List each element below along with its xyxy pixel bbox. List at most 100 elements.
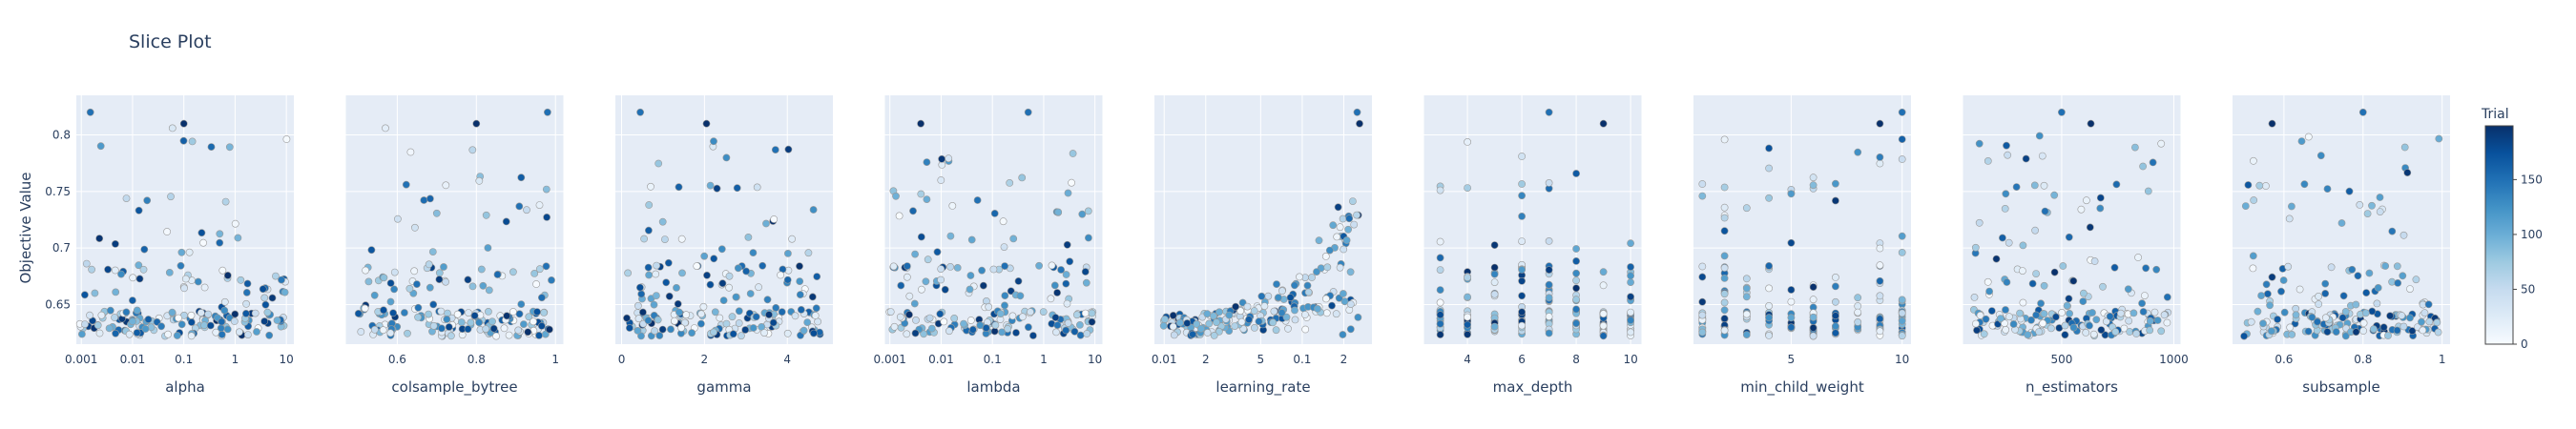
trial-point [437,324,446,333]
trial-point [241,309,250,317]
trial-point [918,285,925,294]
trial-point [2039,319,2047,328]
trial-point [1048,261,1056,270]
trial-point [813,273,821,280]
trial-point [973,196,982,204]
trial-point [530,269,539,277]
trial-point [1996,315,2005,322]
trial-point [140,245,149,254]
trial-point [693,262,701,270]
trial-point [2099,282,2107,291]
panel-min-child-weight: 5 10 min_child_weight [1693,95,1911,397]
trial-point [1854,317,1862,326]
trial-point [1027,308,1034,317]
trial-point [2365,269,2374,277]
x-axis-label: n_estimators [2025,378,2118,397]
trial-point [2097,326,2106,334]
trial-point [1066,257,1074,266]
trial-point [2149,158,2157,167]
trial-point [515,310,524,318]
trial-point [755,283,762,292]
trial-point [218,317,226,326]
trial-point [402,180,410,189]
trial-point [443,315,451,323]
trial-point [2079,289,2088,297]
trial-point [1064,318,1072,327]
trial-point [647,182,654,191]
trial-point [1215,308,1223,317]
trial-point [1085,234,1092,242]
x-tick-label: 0.6 [388,353,406,366]
trial-point [1809,332,1818,340]
trial-point [637,332,645,340]
trial-point [282,135,291,143]
trial-point [697,319,705,328]
trial-point [1078,210,1087,218]
trial-point [2263,290,2272,298]
trial-point [2001,204,2009,213]
x-tick-label: 1 [1040,353,1048,366]
trial-point [1787,297,1796,306]
trial-point [1765,314,1773,322]
trial-point [2027,316,2035,324]
trial-point [1720,227,1729,235]
trial-point [223,271,232,279]
trial-point [1039,308,1048,316]
trial-point [122,194,131,202]
trial-point [1720,214,1729,222]
trial-point [2418,317,2425,326]
trial-point [636,283,644,292]
trial-point [1436,319,1444,328]
trial-point [903,330,911,338]
trial-point [2268,119,2276,128]
trial-point [1518,276,1526,285]
trial-point [197,229,206,237]
trial-point [1349,197,1357,205]
trial-point [2352,300,2360,309]
trial-point [1742,284,1751,293]
trial-point [530,317,537,326]
trial-point [1001,262,1008,270]
trial-point [1269,318,1278,327]
trial-point [260,294,269,302]
trial-point [412,280,421,288]
trial-point [2280,308,2289,317]
trial-point [2065,233,2073,241]
trial-point [505,331,513,339]
trial-point [1062,271,1070,278]
trial-point [711,308,719,317]
trial-point [1255,317,1263,326]
trial-point [165,268,174,276]
trial-point [1315,236,1323,245]
trial-point [231,219,239,228]
trial-point [1333,233,1341,241]
trial-point [925,314,934,322]
trial-point [2358,108,2367,116]
trial-point [420,196,428,204]
trial-point [177,320,186,329]
y-axis-label: Objective Value [17,172,34,283]
trial-point [1050,281,1059,290]
colorbar-title: Trial [2481,107,2509,122]
trial-point [362,266,369,275]
trial-point [645,271,653,279]
trial-point [1001,292,1009,299]
trial-point [2004,151,2012,159]
trial-point [2157,327,2166,336]
x-tick-label: 0.01 [120,353,146,366]
trial-point [2296,285,2304,294]
trial-point [1832,312,1839,320]
x-axis-label: min_child_weight [1740,378,1864,397]
trial-point [735,307,743,316]
trial-point [157,322,165,331]
trial-point [1001,301,1008,310]
trial-point [414,313,422,321]
trial-point [1346,325,1355,334]
trial-point [405,284,414,293]
trial-point [1572,170,1580,177]
trial-point [733,184,741,193]
x-tick-label: 4 [783,353,791,366]
trial-point [206,321,215,330]
trial-point [197,309,205,317]
trial-point [540,308,548,317]
